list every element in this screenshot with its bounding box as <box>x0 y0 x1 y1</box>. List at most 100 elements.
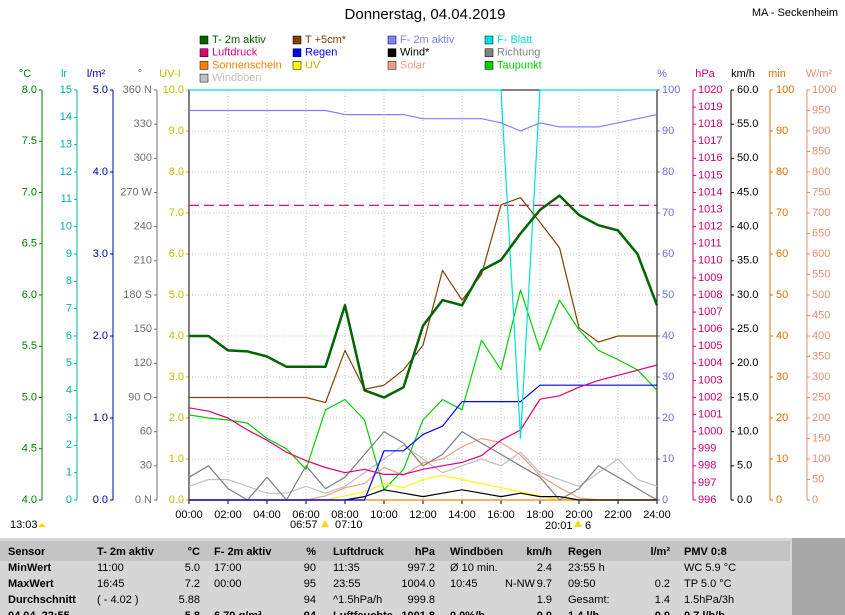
y-tick-label: 7.0 <box>22 186 37 198</box>
y-tick-label: 120 <box>134 357 152 369</box>
table-cell: 0.0%/h <box>450 610 485 615</box>
table-cell: 1001.8 <box>401 610 435 615</box>
sun-icon <box>574 520 582 527</box>
legend-label: UV <box>305 59 321 71</box>
table-cell: 95 <box>304 578 316 590</box>
y-tick-label: 750 <box>812 186 830 198</box>
y-tick-label: 60 <box>662 248 674 260</box>
table-cell: Durchschnitt <box>8 594 76 606</box>
axis-title: hPa <box>695 68 715 80</box>
y-tick-label: 80 <box>776 166 788 178</box>
table-cell: 04.04. 22:55 <box>8 610 70 615</box>
table-cell: 997.2 <box>407 562 435 574</box>
y-tick-label: 1018 <box>698 118 722 130</box>
y-tick-label: 7.5 <box>22 135 37 147</box>
x-tick-label: 16:00 <box>487 509 515 521</box>
y-tick-label: 1020 <box>698 84 722 96</box>
y-tick-label: 8.0 <box>22 84 37 96</box>
y-tick-label: 950 <box>812 104 830 116</box>
y-tick-label: 14 <box>60 111 72 123</box>
y-tick-label: 15 <box>60 84 72 96</box>
y-tick-label: 60 <box>140 426 152 438</box>
y-tick-label: 5.5 <box>22 340 37 352</box>
y-tick-label: 55.0 <box>737 118 758 130</box>
legend-swatch <box>199 48 209 57</box>
y-tick-label: 1007 <box>698 306 722 318</box>
axis-title: % <box>657 68 667 80</box>
table-cell: 1004.0 <box>401 578 435 590</box>
series-line <box>188 289 658 491</box>
legend-label: Taupunkt <box>497 59 542 71</box>
table-header: % <box>306 546 316 558</box>
series-line <box>189 109 658 132</box>
legend-swatch <box>199 61 209 70</box>
table-header: l/m² <box>650 546 670 558</box>
table-cell: 5.0 <box>185 562 200 574</box>
y-tick-label: 0.0 <box>737 494 752 506</box>
table-cell: 0.0 <box>655 610 670 615</box>
y-tick-label: 1004 <box>698 357 722 369</box>
table-cell: TP 5.0 °C <box>684 578 732 590</box>
y-tick-label: 20 <box>662 412 674 424</box>
y-tick-label: 1016 <box>698 152 722 164</box>
y-tick-label: 40 <box>776 330 788 342</box>
table-cell: 1.5hPa/3h <box>684 594 734 606</box>
y-tick-label: 1006 <box>698 323 722 335</box>
y-tick-label: 15.0 <box>737 391 758 403</box>
y-tick-label: 70 <box>662 207 674 219</box>
axis-title: min <box>768 68 786 80</box>
table-header-background <box>0 541 790 561</box>
table-header: Regen <box>568 546 602 558</box>
y-tick-label: 4.0 <box>93 166 108 178</box>
y-tick-label: 1001 <box>698 408 722 420</box>
table-cell: ^1.5hPa/h <box>333 594 382 606</box>
legend-swatch <box>387 35 397 45</box>
y-tick-label: 1014 <box>698 186 722 198</box>
station-name: MA - Seckenheim <box>752 7 838 19</box>
y-tick-label: 300 <box>134 152 152 164</box>
y-tick-label: 1.0 <box>169 453 184 465</box>
axis-title: ° <box>138 68 142 80</box>
y-tick-label: 997 <box>698 477 716 489</box>
y-tick-label: 850 <box>812 145 830 157</box>
legend-swatch <box>292 48 302 57</box>
table-side <box>792 538 845 615</box>
y-tick-label: 1015 <box>698 169 722 181</box>
x-tick-label: 08:00 <box>331 509 359 521</box>
legend-swatch <box>292 61 302 70</box>
table-cell: 09:50 <box>568 578 596 590</box>
legend-swatch <box>387 48 397 57</box>
table-cell: 5.8 <box>185 610 200 615</box>
table-cell: 90 <box>304 562 316 574</box>
y-tick-label: 2.0 <box>93 330 108 342</box>
y-tick-label: 20.0 <box>737 357 758 369</box>
table-cell: 11:00 <box>97 562 124 574</box>
series-line <box>188 431 658 501</box>
y-tick-label: 1000 <box>812 84 836 96</box>
y-tick-label: 1008 <box>698 289 722 301</box>
table-cell: 0.2 <box>655 578 670 590</box>
x-tick-label: 02:00 <box>214 509 242 521</box>
table-header: Sensor <box>8 546 46 558</box>
axis-title: °C <box>19 68 31 80</box>
y-tick-label: 0 N <box>135 494 152 506</box>
y-tick-label: 996 <box>698 494 716 506</box>
y-tick-label: 35.0 <box>737 255 758 267</box>
x-tick-label: 04:00 <box>253 509 281 521</box>
y-tick-label: 12 <box>60 166 72 178</box>
table-cell: 1.4 <box>655 594 670 606</box>
y-tick-label: 45.0 <box>737 186 758 198</box>
y-tick-label: 4.5 <box>22 443 37 455</box>
table-cell: Gesamt: <box>568 594 610 606</box>
y-tick-label: 30.0 <box>737 289 758 301</box>
table-cell: 94 <box>304 594 316 606</box>
y-tick-label: 1005 <box>698 340 722 352</box>
y-tick-label: 50.0 <box>737 152 758 164</box>
y-tick-label: 330 <box>134 118 152 130</box>
axis-title: lr <box>61 68 67 80</box>
legend-swatch <box>292 35 302 45</box>
series-line <box>189 197 657 404</box>
sun-time: 06:57 <box>290 519 318 531</box>
y-tick-label: 2 <box>66 439 72 451</box>
